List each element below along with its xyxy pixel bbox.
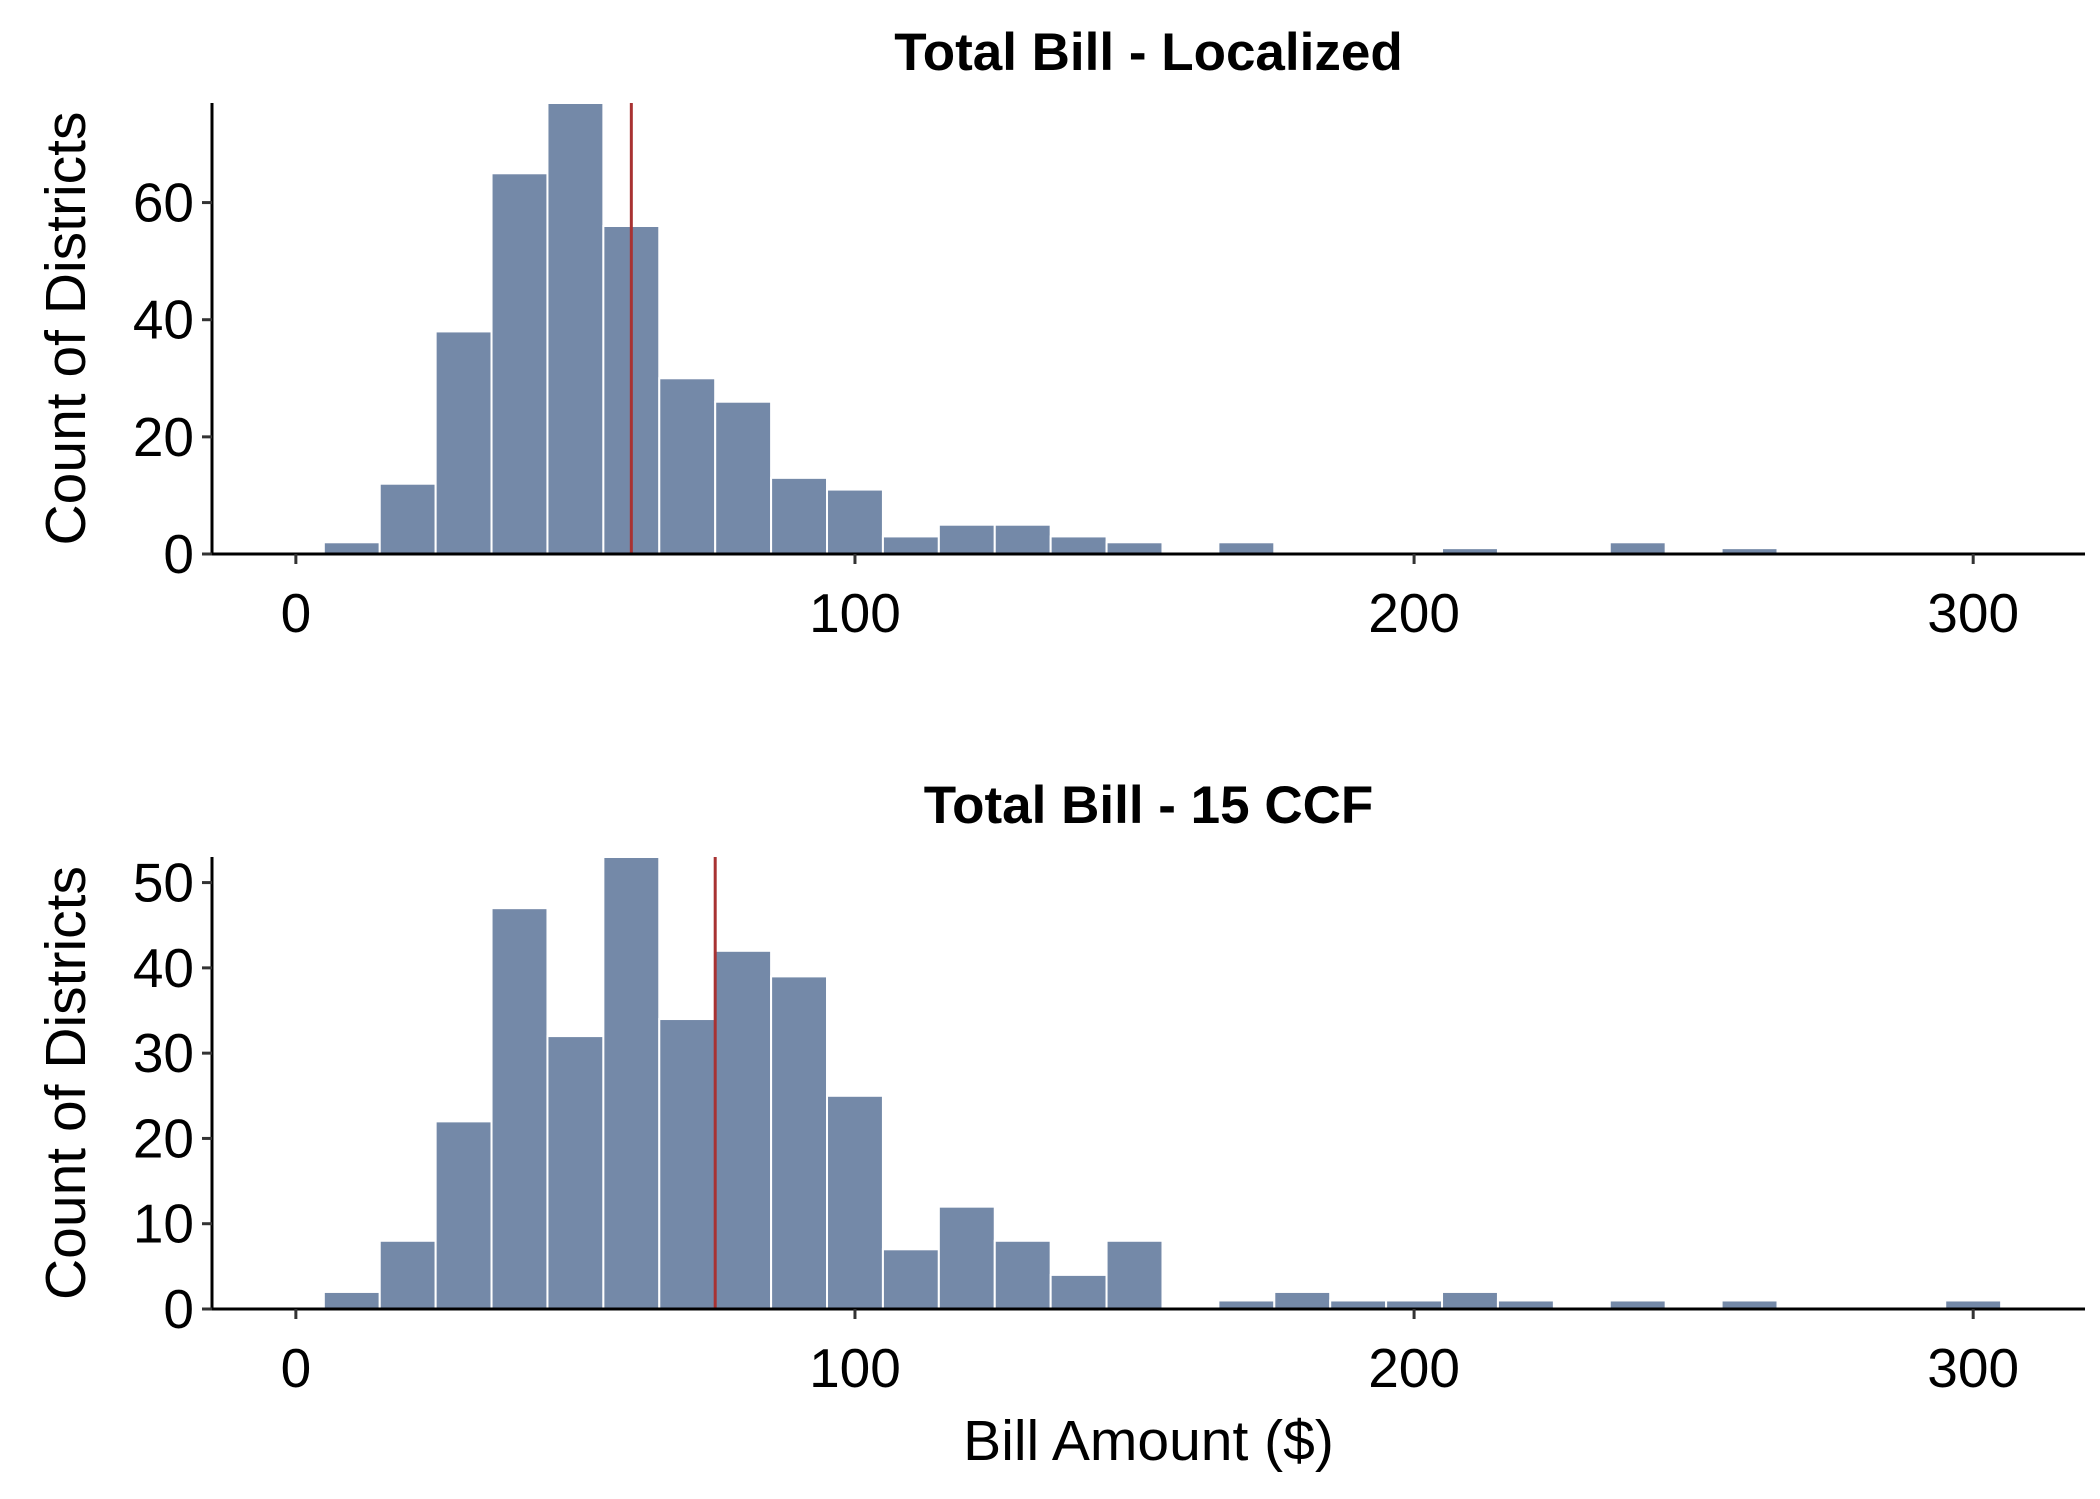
panel-15-ccf: Total Bill - 15 CCF 0 10 20 30 40 50 0 100 200 3…: [34, 776, 2085, 1473]
histogram-bar: [546, 1035, 605, 1311]
y-tick-label: 30: [133, 1022, 194, 1084]
y-tick-label: 10: [133, 1193, 194, 1255]
histogram-bar: [881, 1248, 940, 1310]
histogram-bar: [322, 1290, 381, 1310]
x-tick-label: 100: [809, 1337, 901, 1399]
x-axis-title: Bill Amount ($): [963, 1409, 1334, 1473]
histogram-bar: [826, 488, 884, 556]
histogram-bar: [714, 949, 773, 1311]
histogram-bar: [434, 330, 493, 555]
panel-localized: Total Bill - Localized 0 20 40 60 0 100 200 30…: [34, 23, 2085, 644]
histogram-bar: [714, 400, 773, 556]
y-tick-label: 50: [133, 852, 194, 914]
bars-15-ccf: [322, 856, 2003, 1311]
histogram-bar: [770, 476, 829, 556]
x-tick-label: 300: [1927, 1337, 2019, 1399]
histogram-bar: [1273, 1290, 1332, 1310]
histogram-bar: [770, 975, 829, 1310]
x-tick-label: 200: [1368, 1337, 1460, 1399]
histogram-bar: [602, 856, 661, 1310]
y-axis-ticks: 0 20 40 60: [133, 172, 212, 585]
chart-title: Total Bill - Localized: [894, 23, 1402, 82]
y-tick-label: 60: [133, 172, 194, 234]
histogram-bar: [322, 541, 381, 555]
histogram-bar: [490, 907, 549, 1310]
x-axis-ticks: 0 100 200 300: [281, 554, 2019, 644]
x-axis-ticks: 0 100 200 300: [281, 1309, 2019, 1399]
histogram-bar: [1105, 541, 1164, 555]
histogram-bar: [937, 1205, 996, 1311]
y-tick-label: 40: [133, 937, 194, 999]
histogram-bar: [434, 1120, 493, 1310]
histogram-bar: [546, 102, 605, 555]
histogram-bar: [1441, 1290, 1499, 1310]
histogram-bar: [1608, 541, 1667, 555]
histogram-bar: [937, 523, 996, 556]
y-tick-label: 40: [133, 289, 194, 351]
x-tick-label: 100: [809, 582, 901, 644]
histogram-bar: [1049, 1273, 1108, 1311]
histogram-bar: [826, 1094, 884, 1311]
x-tick-label: 0: [281, 582, 312, 644]
y-tick-label: 0: [163, 523, 194, 585]
y-tick-label: 20: [133, 1107, 194, 1169]
histogram-bar: [1105, 1239, 1164, 1310]
chart-title: Total Bill - 15 CCF: [924, 776, 1374, 835]
histogram-bar: [378, 482, 437, 556]
x-tick-label: 200: [1368, 582, 1460, 644]
histogram-bar: [1049, 535, 1108, 556]
histogram-bar: [658, 377, 717, 555]
histogram-bar: [658, 1018, 717, 1310]
y-tick-label: 20: [133, 406, 194, 468]
y-axis-ticks: 0 10 20 30 40 50: [133, 852, 212, 1340]
histogram-bar: [993, 523, 1052, 556]
bars-localized: [322, 102, 1779, 556]
histogram-bar: [881, 535, 940, 556]
histogram-bar: [993, 1239, 1052, 1310]
y-tick-label: 0: [163, 1278, 194, 1340]
histogram-bar: [1217, 541, 1276, 555]
y-axis-title: Count of Districts: [34, 112, 98, 546]
y-axis-title: Count of Districts: [34, 866, 98, 1300]
x-tick-label: 0: [281, 1337, 312, 1399]
x-tick-label: 300: [1927, 582, 2019, 644]
histogram-bar: [490, 172, 549, 556]
histogram-bar: [378, 1239, 437, 1310]
